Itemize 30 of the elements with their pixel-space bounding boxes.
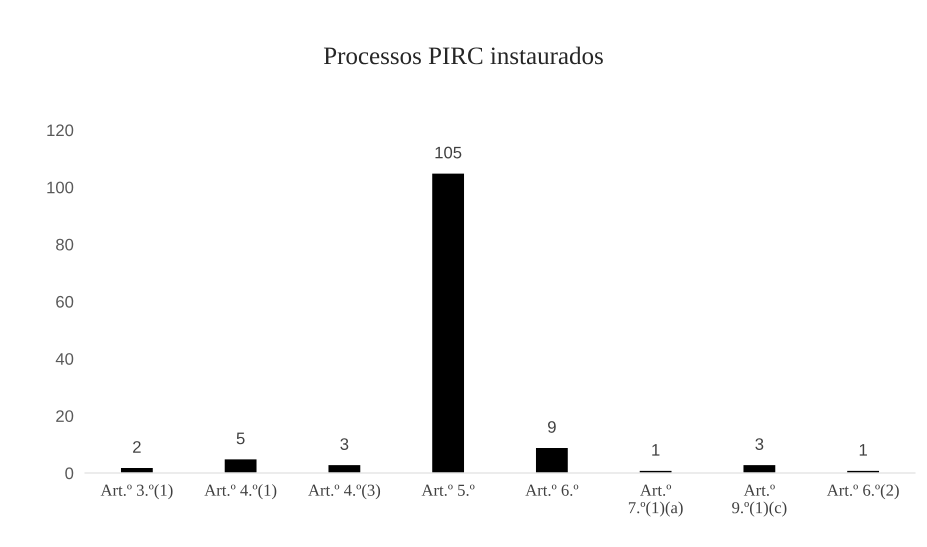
- y-tick-label: 100: [47, 182, 74, 194]
- chart-title: Processos PIRC instaurados: [324, 46, 603, 64]
- data-label: 5: [236, 432, 245, 444]
- data-label: 1: [652, 444, 660, 456]
- data-label: 3: [340, 438, 348, 450]
- bar: [120, 466, 154, 473]
- x-tick-label: Art.º 4.º(1): [204, 484, 276, 500]
- y-tick-label: 40: [56, 353, 74, 365]
- x-tick-label: Art.º 9.º(1)(c): [732, 484, 786, 517]
- bar: [327, 464, 362, 473]
- x-tick-label: Art.º 5.º: [422, 484, 475, 496]
- bar: [223, 458, 258, 473]
- y-tick-label: 80: [56, 238, 74, 251]
- y-tick-label: 60: [56, 296, 74, 308]
- x-tick-label: Art.º 3.º(1): [100, 484, 173, 500]
- data-label: 9: [548, 421, 556, 433]
- bar: [742, 464, 777, 473]
- y-tick-label: 20: [56, 410, 74, 422]
- bar: [430, 172, 466, 473]
- x-tick-label: Art.º 6.º(2): [826, 484, 899, 500]
- x-tick-label: Art.º 7.º(1)(a): [628, 484, 683, 517]
- bar: [534, 446, 570, 473]
- data-label: 2: [133, 441, 141, 453]
- data-label: 1: [860, 444, 867, 456]
- data-label: 3: [755, 438, 764, 450]
- x-tick-label: Art.º 4.º(3): [308, 484, 380, 500]
- data-label: 105: [435, 146, 462, 158]
- x-tick-label: Art.º 6.º: [525, 484, 578, 496]
- y-tick-label: 120: [47, 124, 74, 136]
- y-tick-label: 0: [65, 467, 74, 480]
